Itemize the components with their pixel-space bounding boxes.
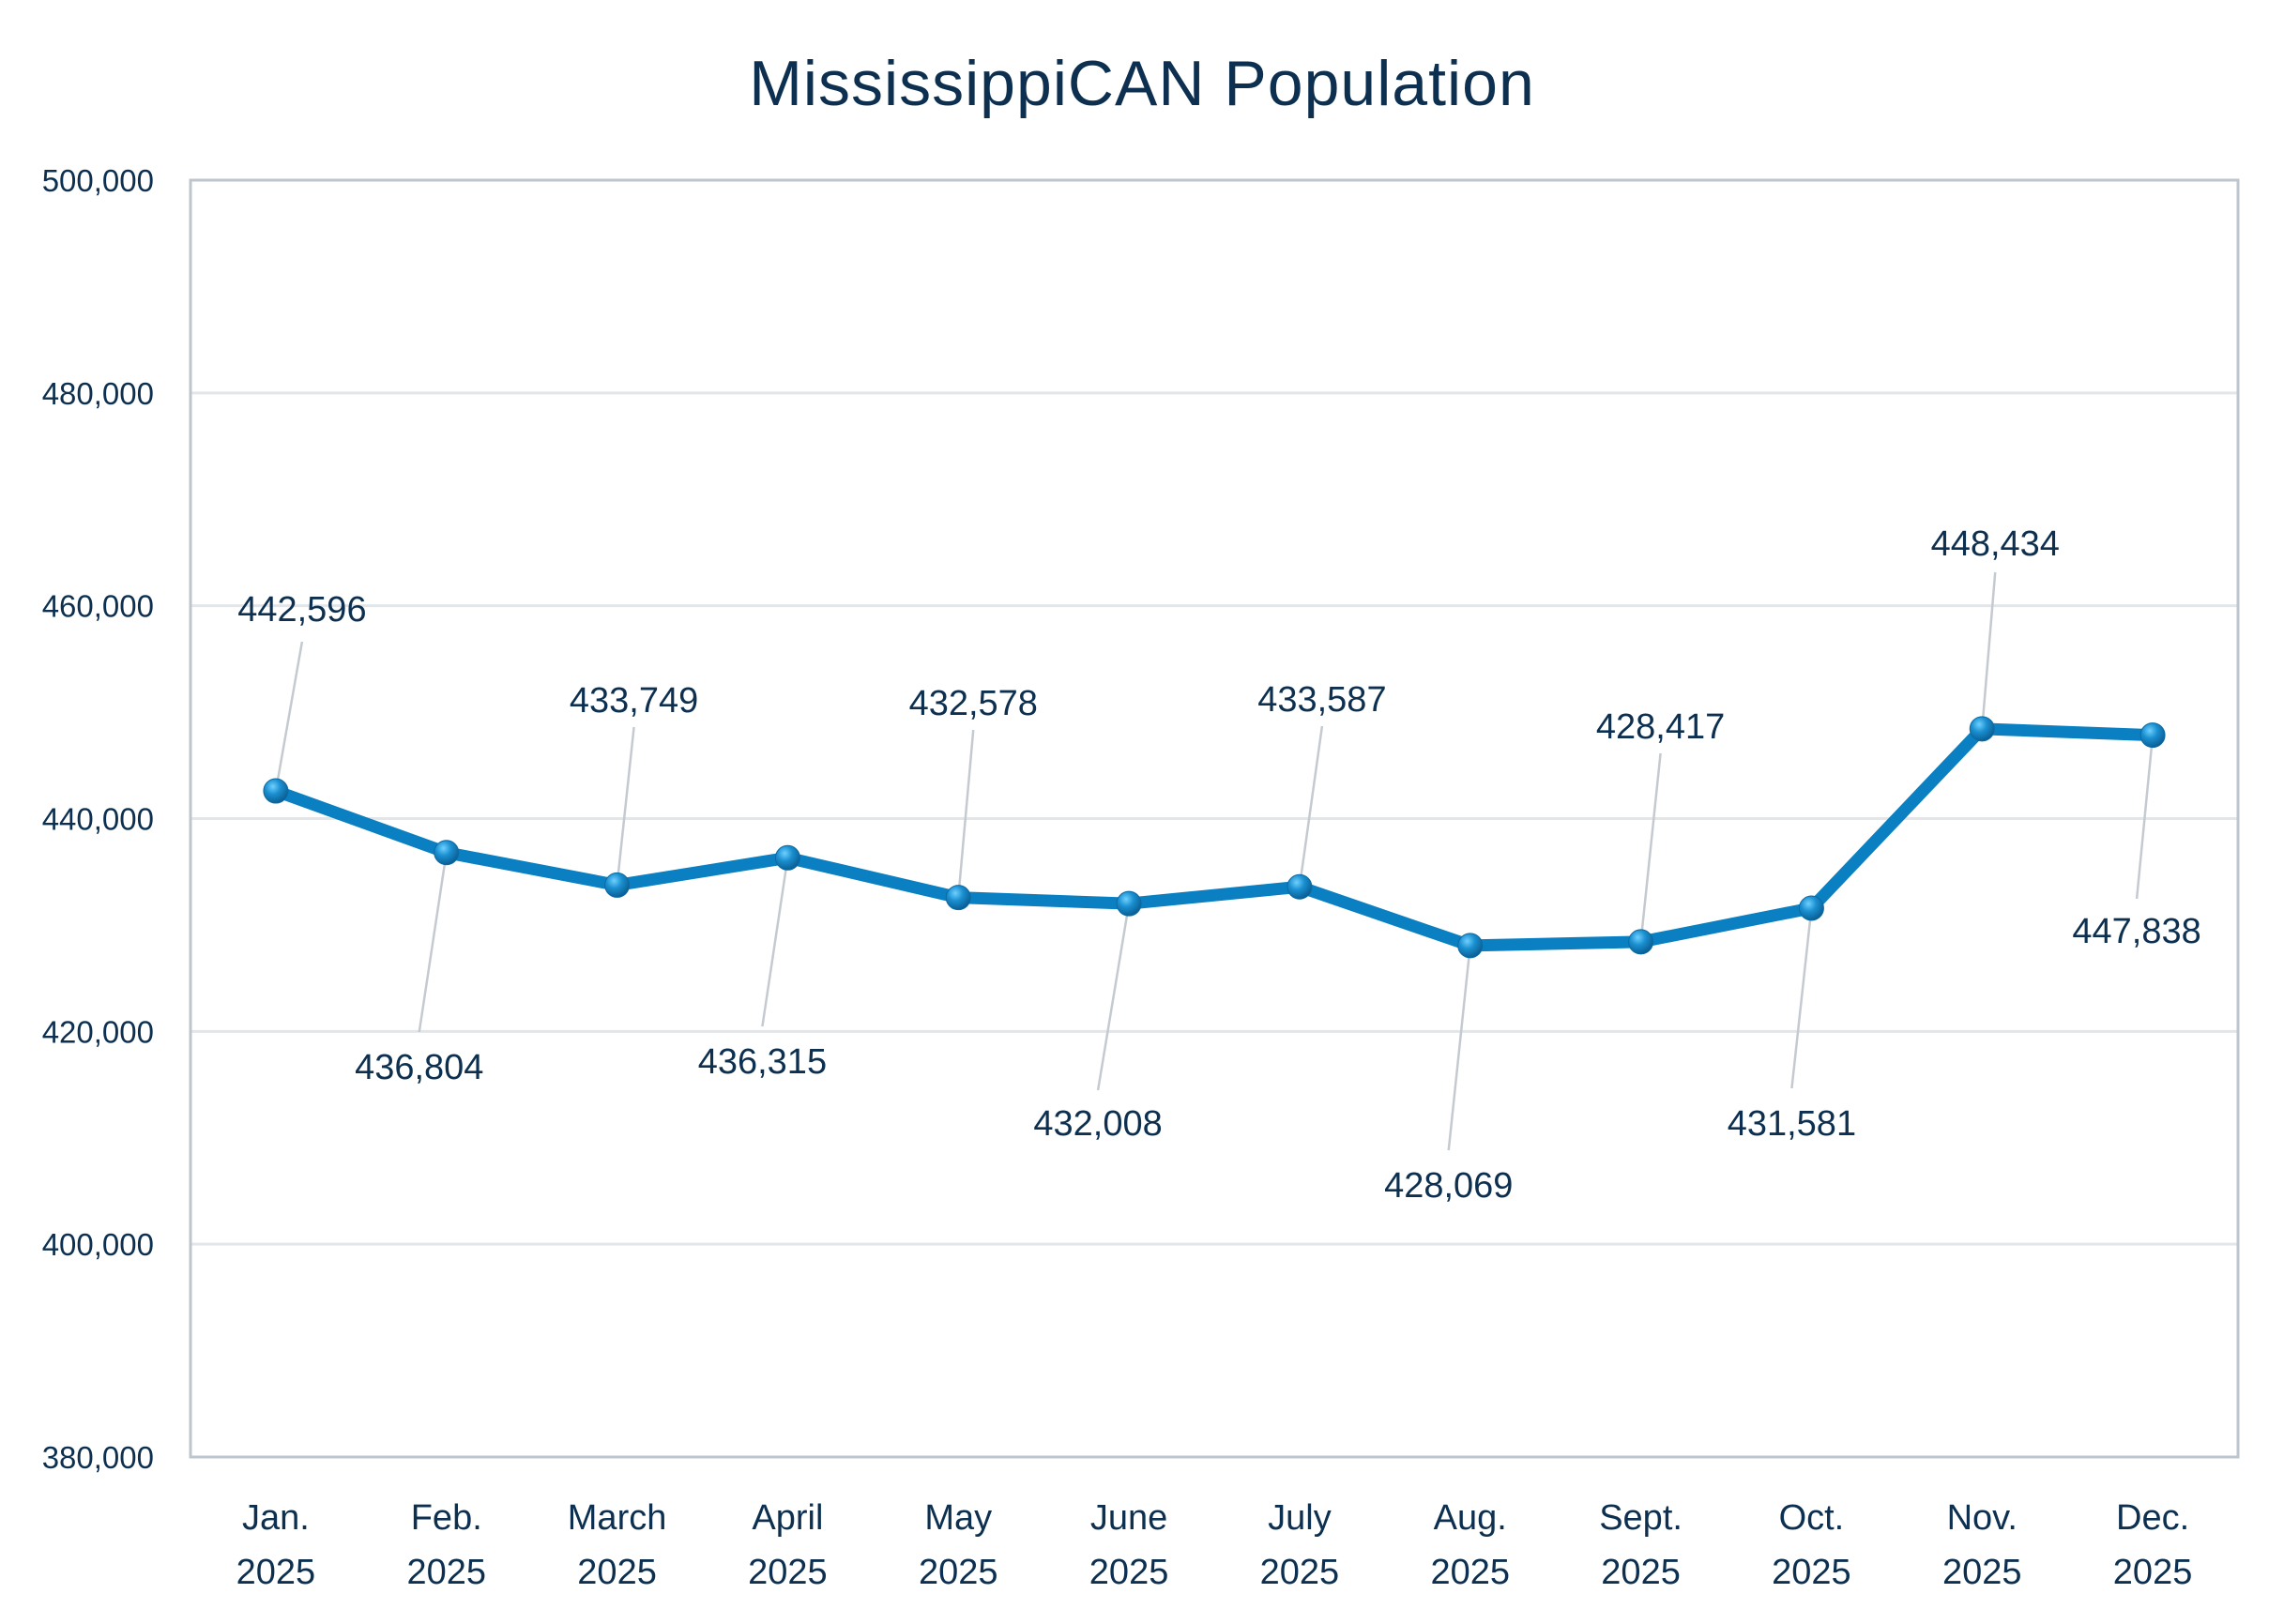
x-tick-label-month: Aug. bbox=[1434, 1498, 1507, 1538]
data-point-marker bbox=[1969, 716, 1995, 742]
y-tick-label: 420,000 bbox=[42, 1014, 154, 1049]
x-tick-label-month: Oct. bbox=[1779, 1498, 1845, 1538]
data-point-marker bbox=[434, 840, 460, 866]
y-tick-label: 480,000 bbox=[42, 376, 154, 411]
x-tick-label-year: 2025 bbox=[748, 1553, 828, 1592]
leader-line bbox=[2135, 735, 2155, 900]
data-label: 442,596 bbox=[237, 590, 366, 630]
data-label: 436,315 bbox=[698, 1042, 827, 1082]
x-tick-label-year: 2025 bbox=[2113, 1553, 2193, 1592]
leader-line bbox=[1639, 752, 1662, 943]
data-point-marker bbox=[774, 844, 800, 871]
x-tick-label-month: Jan. bbox=[242, 1498, 310, 1538]
leader-line bbox=[1096, 903, 1131, 1091]
chart-title: MississippiCAN Population bbox=[749, 48, 1535, 119]
x-tick-label-year: 2025 bbox=[236, 1553, 316, 1592]
y-axis: 380,000 400,000 420,000 440,000 460,000 480,0… bbox=[42, 163, 154, 1475]
leader-line bbox=[1447, 945, 1471, 1151]
leader-line bbox=[1298, 725, 1324, 888]
x-tick-label-month: March bbox=[568, 1498, 667, 1538]
x-tick-label-month: July bbox=[1268, 1498, 1332, 1538]
leader-line bbox=[418, 852, 448, 1033]
x-tick-label-month: June bbox=[1090, 1498, 1167, 1538]
data-label: 433,749 bbox=[570, 681, 698, 721]
data-label: 436,804 bbox=[355, 1048, 483, 1087]
x-tick-label-year: 2025 bbox=[577, 1553, 657, 1592]
leader-line bbox=[1790, 907, 1813, 1089]
gridlines bbox=[190, 391, 2238, 1246]
x-tick-label-month: Feb. bbox=[411, 1498, 482, 1538]
x-tick-label-month: Dec. bbox=[2116, 1498, 2189, 1538]
data-label: 432,578 bbox=[909, 684, 1038, 723]
x-tick-label-year: 2025 bbox=[1772, 1553, 1851, 1592]
data-point-marker bbox=[1116, 890, 1142, 917]
x-tick-label-month: May bbox=[924, 1498, 992, 1538]
y-tick-label: 500,000 bbox=[42, 163, 154, 198]
data-point-marker bbox=[1798, 895, 1824, 921]
data-point-marker bbox=[604, 872, 631, 898]
leader-line bbox=[616, 726, 635, 886]
y-tick-label: 380,000 bbox=[42, 1440, 154, 1475]
y-tick-label: 400,000 bbox=[42, 1227, 154, 1262]
x-axis: Jan. 2025 Feb. 2025 March 2025 April 2025 May 202… bbox=[236, 1498, 2193, 1592]
leader-line bbox=[1981, 571, 1997, 729]
data-point-marker bbox=[1628, 929, 1654, 955]
data-labels: 442,596 436,804 433,749 436,315 432,578 432,0… bbox=[237, 524, 2201, 1206]
leader-lines bbox=[274, 571, 2155, 1151]
data-label: 432,008 bbox=[1033, 1104, 1162, 1144]
leader-line bbox=[957, 729, 975, 898]
data-label: 428,069 bbox=[1384, 1166, 1513, 1206]
y-tick-label: 460,000 bbox=[42, 589, 154, 624]
x-tick-label-year: 2025 bbox=[1942, 1553, 2022, 1592]
data-label: 428,417 bbox=[1596, 707, 1725, 747]
x-tick-label-year: 2025 bbox=[1601, 1553, 1681, 1592]
data-label: 431,581 bbox=[1728, 1104, 1856, 1144]
data-label: 433,587 bbox=[1257, 680, 1386, 720]
y-tick-label: 440,000 bbox=[42, 802, 154, 837]
data-point-marker bbox=[1457, 933, 1484, 959]
x-tick-label-year: 2025 bbox=[1260, 1553, 1340, 1592]
data-label: 448,434 bbox=[1931, 524, 2060, 564]
leader-line bbox=[761, 858, 789, 1027]
data-point-marker bbox=[2139, 722, 2166, 749]
x-tick-label-year: 2025 bbox=[406, 1553, 486, 1592]
x-tick-label-month: Sept. bbox=[1599, 1498, 1683, 1538]
markers bbox=[263, 716, 2166, 959]
data-point-marker bbox=[1287, 873, 1313, 900]
data-label: 447,838 bbox=[2072, 912, 2200, 951]
leader-line bbox=[274, 641, 304, 792]
data-point-marker bbox=[945, 885, 971, 911]
series-line bbox=[269, 722, 2159, 952]
x-tick-label-year: 2025 bbox=[919, 1553, 998, 1592]
x-tick-label-year: 2025 bbox=[1430, 1553, 1510, 1592]
x-tick-label-month: Nov. bbox=[1947, 1498, 2018, 1538]
plot-area-border bbox=[189, 178, 2240, 1459]
x-tick-label-month: April bbox=[752, 1498, 823, 1538]
x-tick-label-year: 2025 bbox=[1089, 1553, 1169, 1592]
data-point-marker bbox=[263, 778, 289, 804]
